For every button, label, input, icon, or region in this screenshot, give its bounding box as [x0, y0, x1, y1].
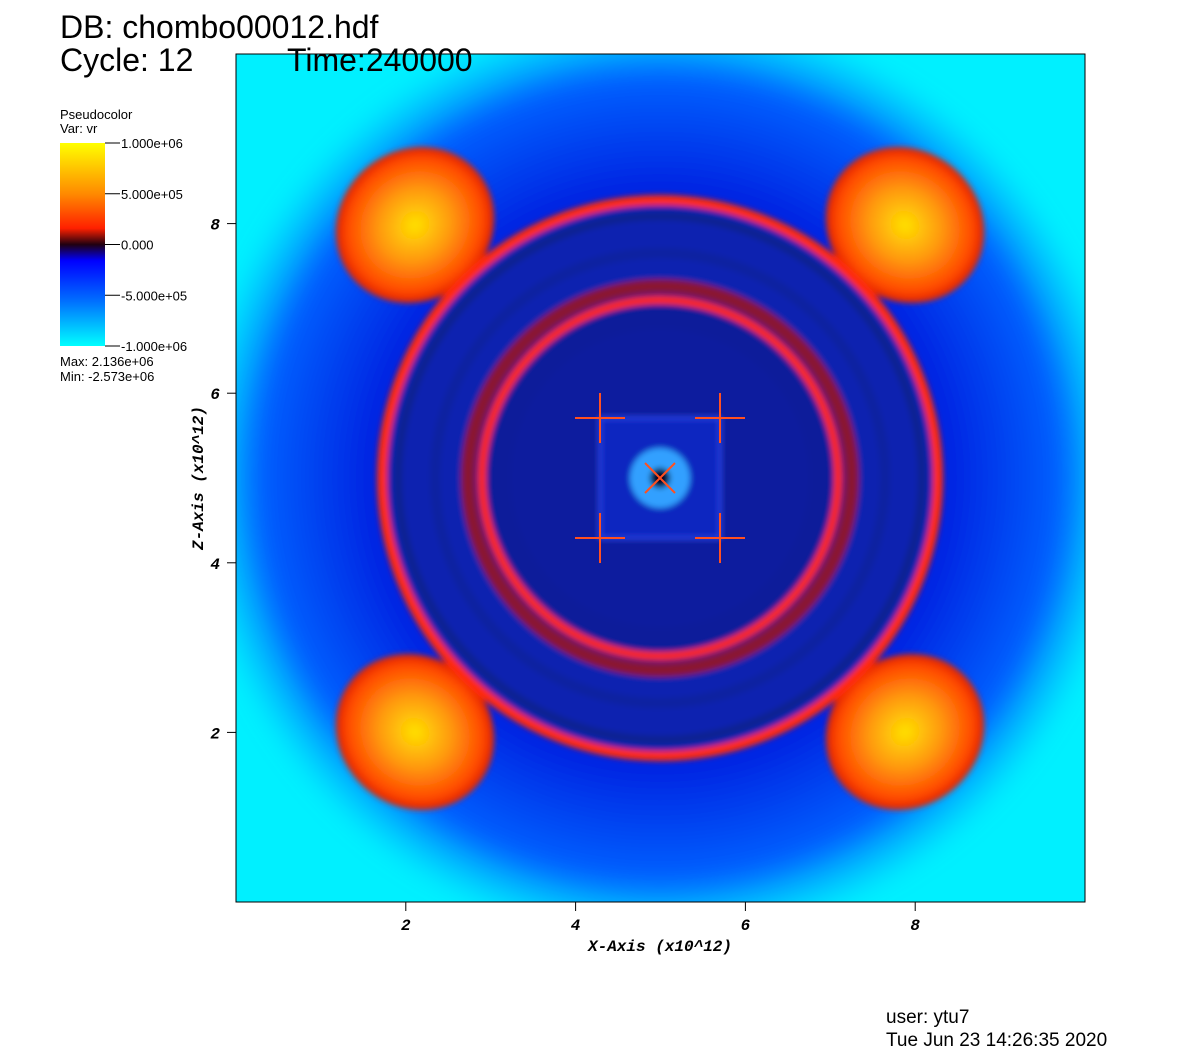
legend-variable: Var: vr	[60, 121, 98, 136]
legend-min: Min: -2.573e+06	[60, 369, 154, 384]
y-axis-title: Z-Axis (x10^12)	[190, 406, 208, 551]
y-tick-label: 2	[210, 725, 220, 743]
x-tick-label: 6	[741, 917, 751, 935]
colorbar-tick-label: -1.000e+06	[121, 339, 187, 354]
legend-title: Pseudocolor	[60, 107, 133, 122]
colorbar-tick-label: -5.000e+05	[121, 288, 187, 303]
y-tick-label: 4	[210, 556, 220, 574]
time-label: Time:240000	[287, 42, 473, 78]
db-title: DB: chombo00012.hdf	[60, 9, 379, 45]
x-tick-label: 2	[401, 917, 411, 935]
x-axis-title: X-Axis (x10^12)	[587, 938, 732, 956]
colorbar-tick-label: 1.000e+06	[121, 136, 183, 151]
legend-max: Max: 2.136e+06	[60, 354, 154, 369]
x-tick-label: 8	[910, 917, 920, 935]
colorbar-tick-label: 5.000e+05	[121, 187, 183, 202]
plot-frame	[235, 53, 1086, 903]
colorbar-tick-label: 0.000	[121, 238, 154, 253]
y-tick-label: 8	[210, 217, 220, 235]
field-image	[236, 54, 1085, 902]
date-label: Tue Jun 23 14:26:35 2020	[886, 1030, 1107, 1051]
cycle-label: Cycle: 12	[60, 42, 193, 78]
y-tick-label: 6	[210, 386, 220, 404]
x-tick-label: 4	[571, 917, 581, 935]
colorbar	[60, 143, 105, 346]
user-label: user: ytu7	[886, 1007, 969, 1028]
